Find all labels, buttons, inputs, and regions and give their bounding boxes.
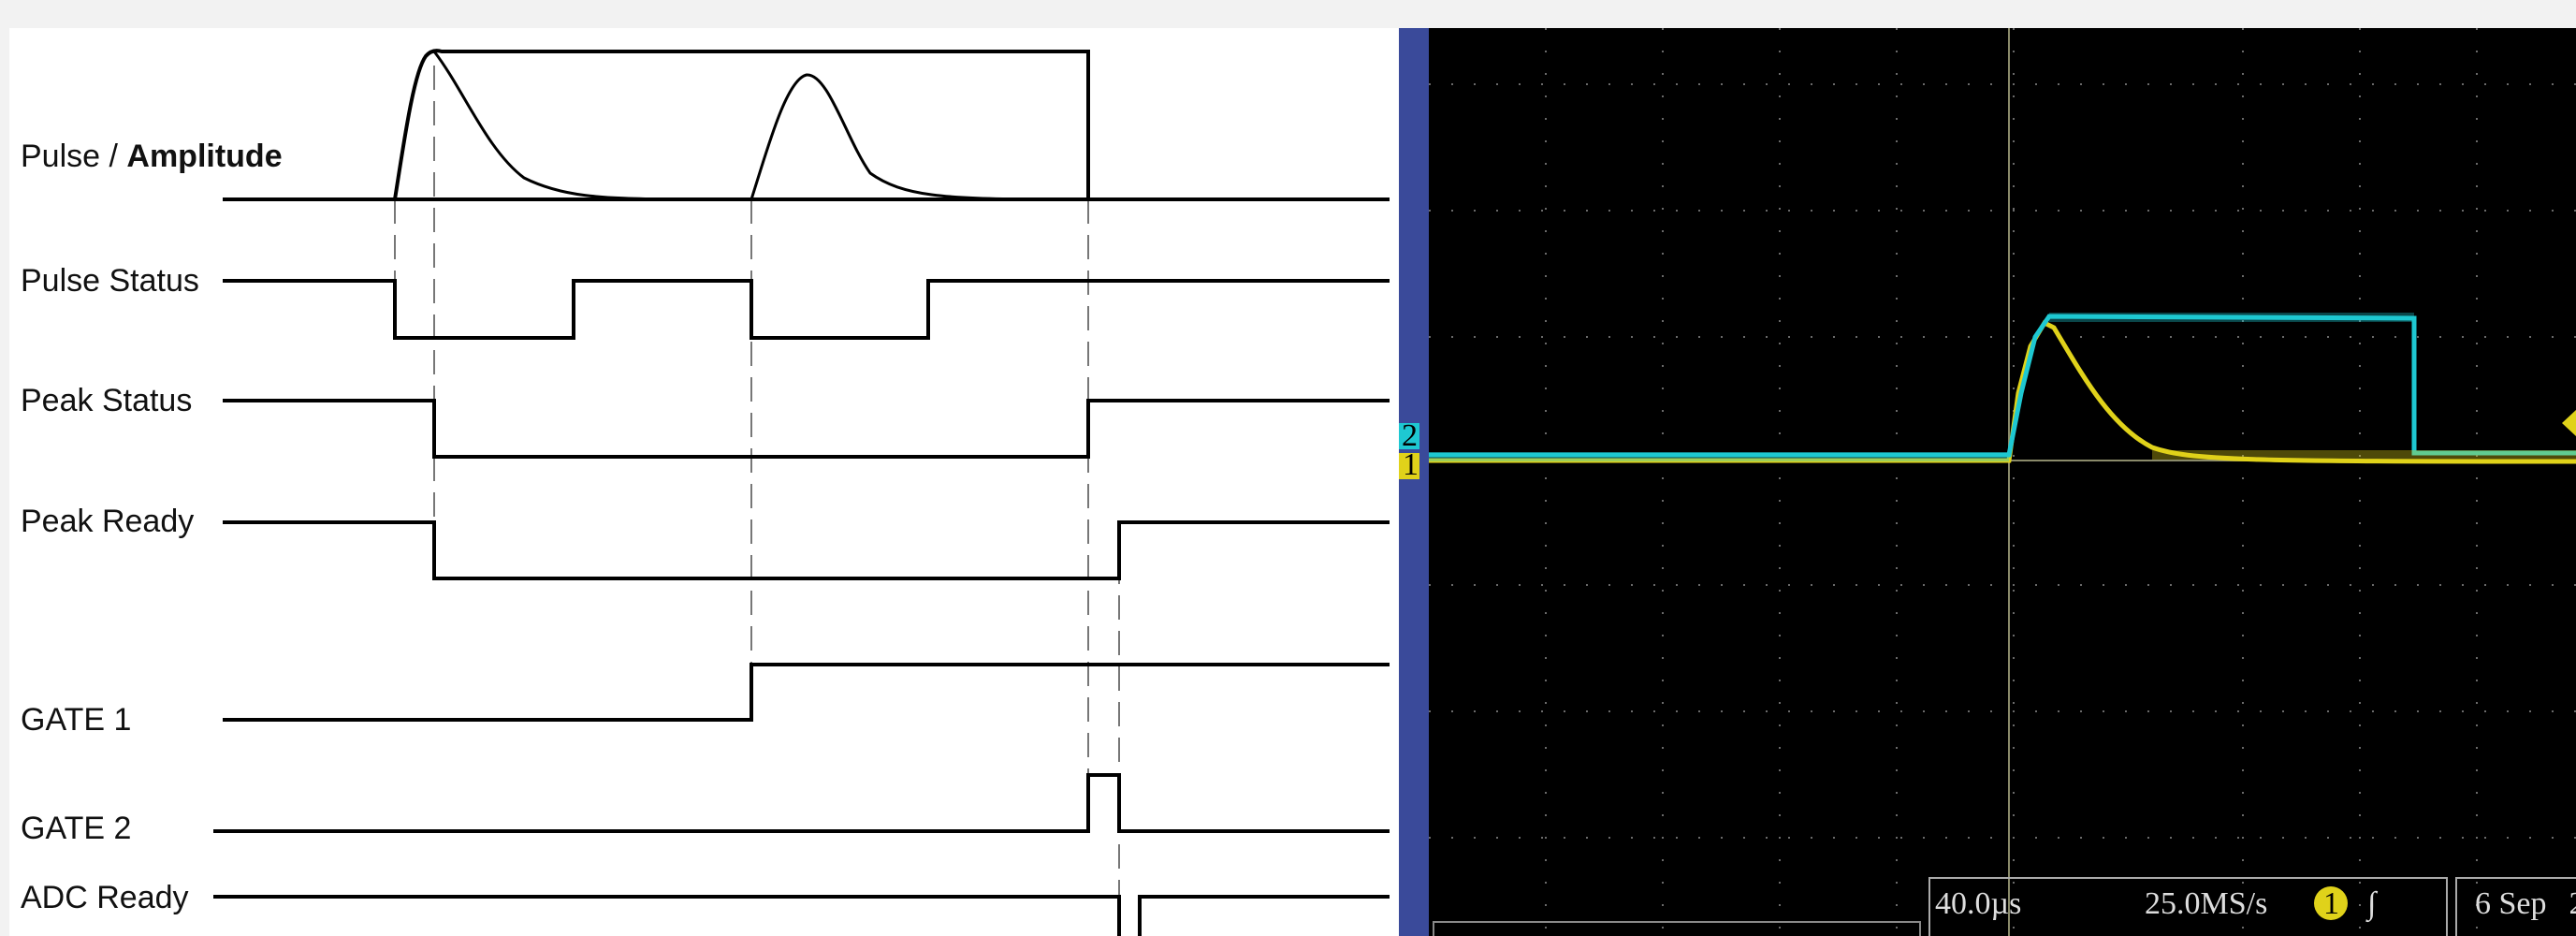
timebase-readout: 40.0µs [1935,886,2021,921]
ch2-marker: 2 [1399,418,1419,453]
scope-screen [1429,28,2576,936]
gate-1-waveform [223,663,1390,722]
label-gate-2: GATE 2 [21,811,131,846]
pulse-2 [750,73,1040,201]
label-pulse-status: Pulse Status [21,263,199,299]
peak-status-waveform [223,399,1390,459]
timing-panel [9,28,1399,936]
peak-ready-waveform [223,520,1390,580]
ch1-marker: 1 [1399,447,1419,482]
svg-text:2: 2 [1402,418,1418,453]
trigger-level-marker [2562,410,2576,436]
oscilloscope: 2 1 40.0µs 25.0MS/s 1 ∫ 6 Sep2 [1399,28,2576,936]
svg-text:1: 1 [2323,886,2339,921]
ch1-trace [1429,319,2576,464]
label-peak-ready: Peak Ready [21,504,194,539]
sample-rate-readout: 25.0MS/s [2145,886,2267,921]
label-pulse-amplitude: Pulse / Amplitude [21,139,283,174]
svg-text:1: 1 [1403,447,1419,482]
adc-ready-waveform [213,895,1390,936]
label-peak-status: Peak Status [21,383,192,418]
trace-noise [1429,313,2576,461]
ch2-trace [1429,314,2576,458]
trigger-channel-badge [2314,886,2348,920]
scope-bezel [1399,28,1429,936]
date-readout: 6 Sep2 [2475,886,2576,921]
pulse-status-waveform [223,279,1390,340]
label-adc-ready: ADC Ready [21,880,189,915]
trigger-slope-icon: ∫ [2365,886,2379,923]
label-gate-1: GATE 1 [21,702,131,738]
pulse-1 [432,51,675,201]
gate-2-waveform [213,773,1390,833]
scope-readout: 40.0µs 25.0MS/s 1 ∫ 6 Sep2 [1433,877,2576,936]
amplitude-envelope [393,49,1090,200]
signal-labels: Pulse / Amplitude Pulse Status Peak Stat… [21,139,283,915]
